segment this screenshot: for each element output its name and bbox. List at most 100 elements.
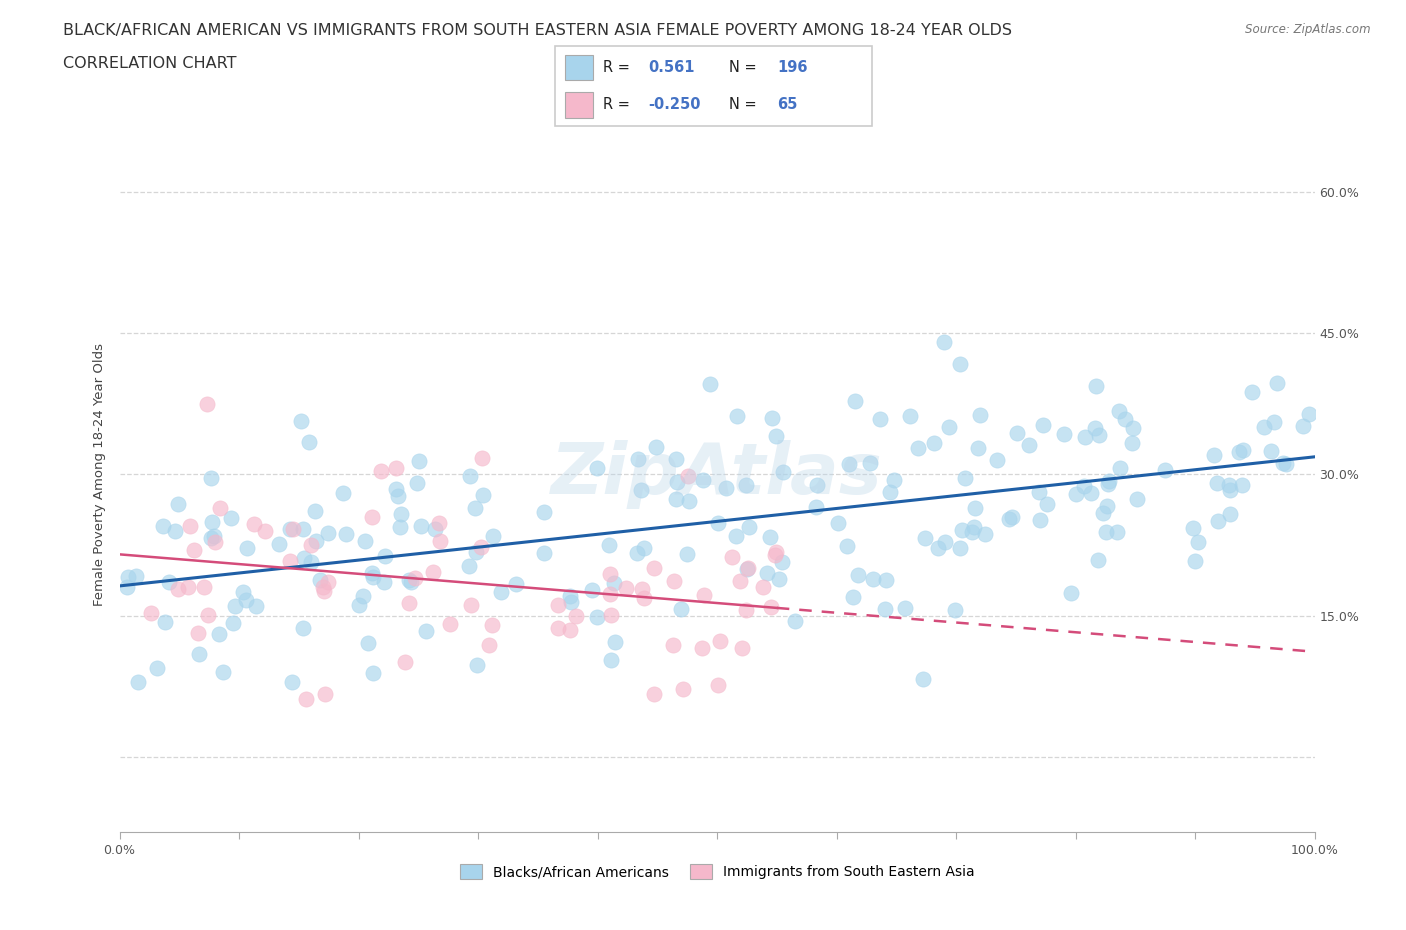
Point xyxy=(352,589,374,604)
Point xyxy=(643,686,665,701)
Point xyxy=(600,653,623,668)
Point xyxy=(678,494,700,509)
Point xyxy=(457,558,479,573)
Point xyxy=(1097,477,1119,492)
Point xyxy=(692,472,714,487)
Point xyxy=(1108,403,1130,418)
Point xyxy=(349,598,371,613)
Text: N =: N = xyxy=(730,60,756,75)
Point xyxy=(690,640,713,655)
Point xyxy=(1206,475,1229,490)
Point xyxy=(384,460,406,475)
Point xyxy=(408,454,430,469)
Text: ZipAtlas: ZipAtlas xyxy=(551,440,883,509)
Point xyxy=(1187,535,1209,550)
Point xyxy=(1263,415,1285,430)
Point xyxy=(357,636,380,651)
Y-axis label: Female Poverty Among 18-24 Year Olds: Female Poverty Among 18-24 Year Olds xyxy=(93,343,107,605)
Point xyxy=(806,499,828,514)
Point xyxy=(243,516,266,531)
Point xyxy=(728,573,751,588)
Point xyxy=(387,488,409,503)
Point xyxy=(1053,427,1076,442)
Point xyxy=(290,413,312,428)
Point xyxy=(208,500,231,515)
Point xyxy=(139,605,162,620)
Point xyxy=(709,633,731,648)
Point xyxy=(152,518,174,533)
Point xyxy=(873,602,896,617)
Point xyxy=(1182,520,1205,535)
Point xyxy=(464,500,486,515)
FancyBboxPatch shape xyxy=(565,92,593,118)
Point xyxy=(314,584,336,599)
Point xyxy=(875,572,897,587)
FancyBboxPatch shape xyxy=(565,55,593,81)
Point xyxy=(1107,525,1129,539)
Point xyxy=(165,524,187,538)
Point xyxy=(471,487,494,502)
Point xyxy=(547,598,569,613)
Point xyxy=(304,503,326,518)
Point xyxy=(949,540,972,555)
Point xyxy=(706,515,728,530)
Point xyxy=(1126,492,1149,507)
Point xyxy=(768,572,790,587)
Point xyxy=(953,471,976,485)
Point xyxy=(157,575,180,590)
Point xyxy=(481,618,503,632)
Point xyxy=(398,595,420,610)
Point xyxy=(1095,525,1118,539)
Text: 0.561: 0.561 xyxy=(648,60,695,75)
Legend: Blacks/African Americans, Immigrants from South Eastern Asia: Blacks/African Americans, Immigrants fro… xyxy=(460,864,974,879)
Point xyxy=(1074,430,1097,445)
Point xyxy=(759,599,782,614)
Point xyxy=(859,456,882,471)
Point xyxy=(846,567,869,582)
Point xyxy=(411,518,433,533)
Point xyxy=(844,393,866,408)
Point xyxy=(533,546,555,561)
Point xyxy=(224,598,246,613)
Point xyxy=(772,465,794,480)
Point xyxy=(599,566,621,581)
Point xyxy=(398,573,420,588)
Point xyxy=(470,540,492,555)
Point xyxy=(1227,445,1250,459)
Point xyxy=(232,584,254,599)
Point xyxy=(707,678,730,693)
Point xyxy=(950,523,973,538)
Point xyxy=(665,475,688,490)
Point xyxy=(316,525,339,540)
Point xyxy=(167,497,190,512)
Point xyxy=(478,637,501,652)
Point xyxy=(725,528,748,543)
Point xyxy=(278,522,301,537)
Point xyxy=(254,524,277,538)
Point xyxy=(332,485,354,500)
Point xyxy=(1073,478,1095,493)
Point xyxy=(565,609,588,624)
Point xyxy=(662,637,685,652)
Point xyxy=(280,674,302,689)
Point xyxy=(938,419,960,434)
Point xyxy=(292,621,315,636)
Point xyxy=(1098,473,1121,488)
Point xyxy=(361,510,384,525)
Point xyxy=(560,595,582,610)
Point xyxy=(1097,498,1119,513)
Point xyxy=(735,561,758,576)
Point xyxy=(883,472,905,487)
Point xyxy=(460,598,482,613)
Point xyxy=(299,554,322,569)
Point xyxy=(197,607,219,622)
Point xyxy=(245,599,267,614)
Point xyxy=(361,565,384,580)
Point xyxy=(1260,444,1282,458)
Point xyxy=(645,440,668,455)
Point xyxy=(117,570,139,585)
Point xyxy=(581,583,603,598)
Point xyxy=(1218,477,1240,492)
Point xyxy=(200,471,222,485)
Point xyxy=(221,511,243,525)
